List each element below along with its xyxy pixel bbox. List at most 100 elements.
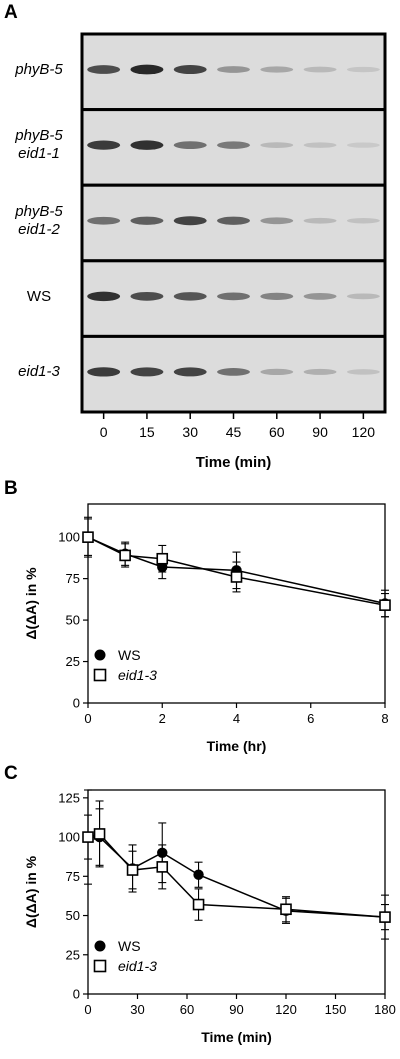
data-point-circle <box>193 869 204 880</box>
data-point-square <box>230 571 243 583</box>
blot-row-label: phyB-5 eid1-2 <box>0 203 78 239</box>
blot-band <box>303 66 337 73</box>
y-tick-label: 50 <box>66 908 80 923</box>
y-tick-label: 25 <box>66 947 80 962</box>
blot-band <box>346 369 380 375</box>
y-axis-label: Δ(ΔA) in % <box>23 855 39 928</box>
blot-label-line: eid1-2 <box>18 221 60 238</box>
y-tick-label: 25 <box>66 654 80 669</box>
blot-band <box>87 291 121 302</box>
blot-tick-label: 0 <box>100 424 108 440</box>
blot-band <box>173 292 207 301</box>
data-point-circle <box>157 847 168 858</box>
y-tick-label: 50 <box>66 613 80 628</box>
blot-band <box>173 65 207 75</box>
blot-label-line: WS <box>26 287 52 305</box>
legend-marker-circle <box>94 940 106 952</box>
x-tick-label: 8 <box>381 711 388 726</box>
blot-band <box>87 140 121 150</box>
x-axis-label: Time (min) <box>201 1029 272 1045</box>
data-point-square <box>119 549 131 562</box>
blot-band <box>346 142 380 148</box>
blot-tick-label: 15 <box>139 424 155 440</box>
blot-tick-label: 45 <box>226 424 242 440</box>
legend-marker-circle <box>94 649 106 661</box>
blot-band <box>217 368 250 376</box>
blot-band <box>303 217 337 224</box>
panel-c-letter: C <box>4 763 18 784</box>
legend-label: WS <box>118 647 141 663</box>
blot-band <box>346 217 380 224</box>
legend-label: WS <box>118 938 141 954</box>
blot-band <box>87 216 121 225</box>
blot-tick-label: 30 <box>182 424 198 440</box>
x-tick-label: 60 <box>180 1002 194 1017</box>
blot-band <box>130 64 164 75</box>
y-tick-label: 0 <box>73 987 80 1002</box>
blot-band <box>130 216 164 225</box>
western-blot: 0 15 30 45 60 90 120 Time (min) <box>80 32 387 471</box>
data-point-square <box>93 828 106 840</box>
blot-label-line: phyB-5 <box>15 60 63 78</box>
blot-row-label: eid1-3 <box>0 363 78 381</box>
y-tick-label: 100 <box>58 530 80 545</box>
x-tick-label: 30 <box>130 1002 144 1017</box>
blot-band <box>303 142 337 148</box>
y-tick-label: 75 <box>66 571 80 586</box>
x-tick-label: 120 <box>275 1002 297 1017</box>
blot-label-line: phyB-5 <box>15 127 63 145</box>
blot-xlabel: Time (min) <box>196 454 272 471</box>
x-tick-label: 150 <box>325 1002 347 1017</box>
blot-band <box>87 367 121 377</box>
data-point-square <box>82 531 94 543</box>
y-tick-label: 100 <box>58 830 80 845</box>
x-tick-label: 0 <box>84 711 91 726</box>
x-tick-label: 0 <box>84 1002 91 1017</box>
y-tick-label: 75 <box>66 869 80 884</box>
blot-band <box>260 142 294 149</box>
blot-band <box>217 292 250 301</box>
legend-label: eid1-3 <box>118 667 157 683</box>
y-tick-label: 125 <box>58 790 80 805</box>
blot-tick-label: 60 <box>269 424 285 440</box>
x-axis-label: Time (hr) <box>207 738 267 754</box>
blot-band <box>260 66 294 73</box>
blot-band <box>303 292 337 300</box>
blot-band <box>260 292 294 300</box>
data-point-square <box>379 911 391 923</box>
blot-band <box>173 216 207 226</box>
blot-row-label: phyB-5 eid1-1 <box>0 127 78 163</box>
blot-band <box>217 216 250 225</box>
x-tick-label: 6 <box>307 711 314 726</box>
y-tick-label: 0 <box>73 696 80 711</box>
x-tick-label: 4 <box>233 711 240 726</box>
data-point-square <box>126 864 139 876</box>
blot-label-line: eid1-1 <box>18 145 60 163</box>
legend-label: eid1-3 <box>118 958 157 974</box>
blot-row-label: phyB-5 <box>0 61 78 79</box>
panel-a-letter: A <box>4 2 18 23</box>
blot-band <box>260 368 294 376</box>
blot-band <box>346 66 380 73</box>
blot-band <box>217 141 250 149</box>
x-tick-label: 180 <box>374 1002 396 1017</box>
legend-marker-square <box>93 959 107 973</box>
legend-marker-square <box>93 668 107 682</box>
data-point-square <box>379 599 391 611</box>
blot-row-label: WS <box>0 288 78 306</box>
blot-label-line: phyB-5 <box>15 203 63 220</box>
x-tick-label: 90 <box>229 1002 243 1017</box>
blot-band <box>260 217 294 225</box>
data-point-square <box>280 903 292 916</box>
blot-band <box>346 293 380 300</box>
blot-band <box>303 368 337 375</box>
blot-band <box>130 140 164 150</box>
chart-c: 0 25 50 75 100 125 0 30 60 90 120 150 180 Time (min) Δ… <box>23 789 396 1045</box>
data-point-square <box>192 898 205 911</box>
panel-b-letter: B <box>4 478 18 499</box>
y-axis-label: Δ(ΔA) in % <box>23 567 39 640</box>
data-point-square <box>82 831 94 843</box>
blot-band <box>130 291 164 301</box>
data-point-square <box>156 861 169 873</box>
blot-tick-label: 120 <box>352 424 376 440</box>
